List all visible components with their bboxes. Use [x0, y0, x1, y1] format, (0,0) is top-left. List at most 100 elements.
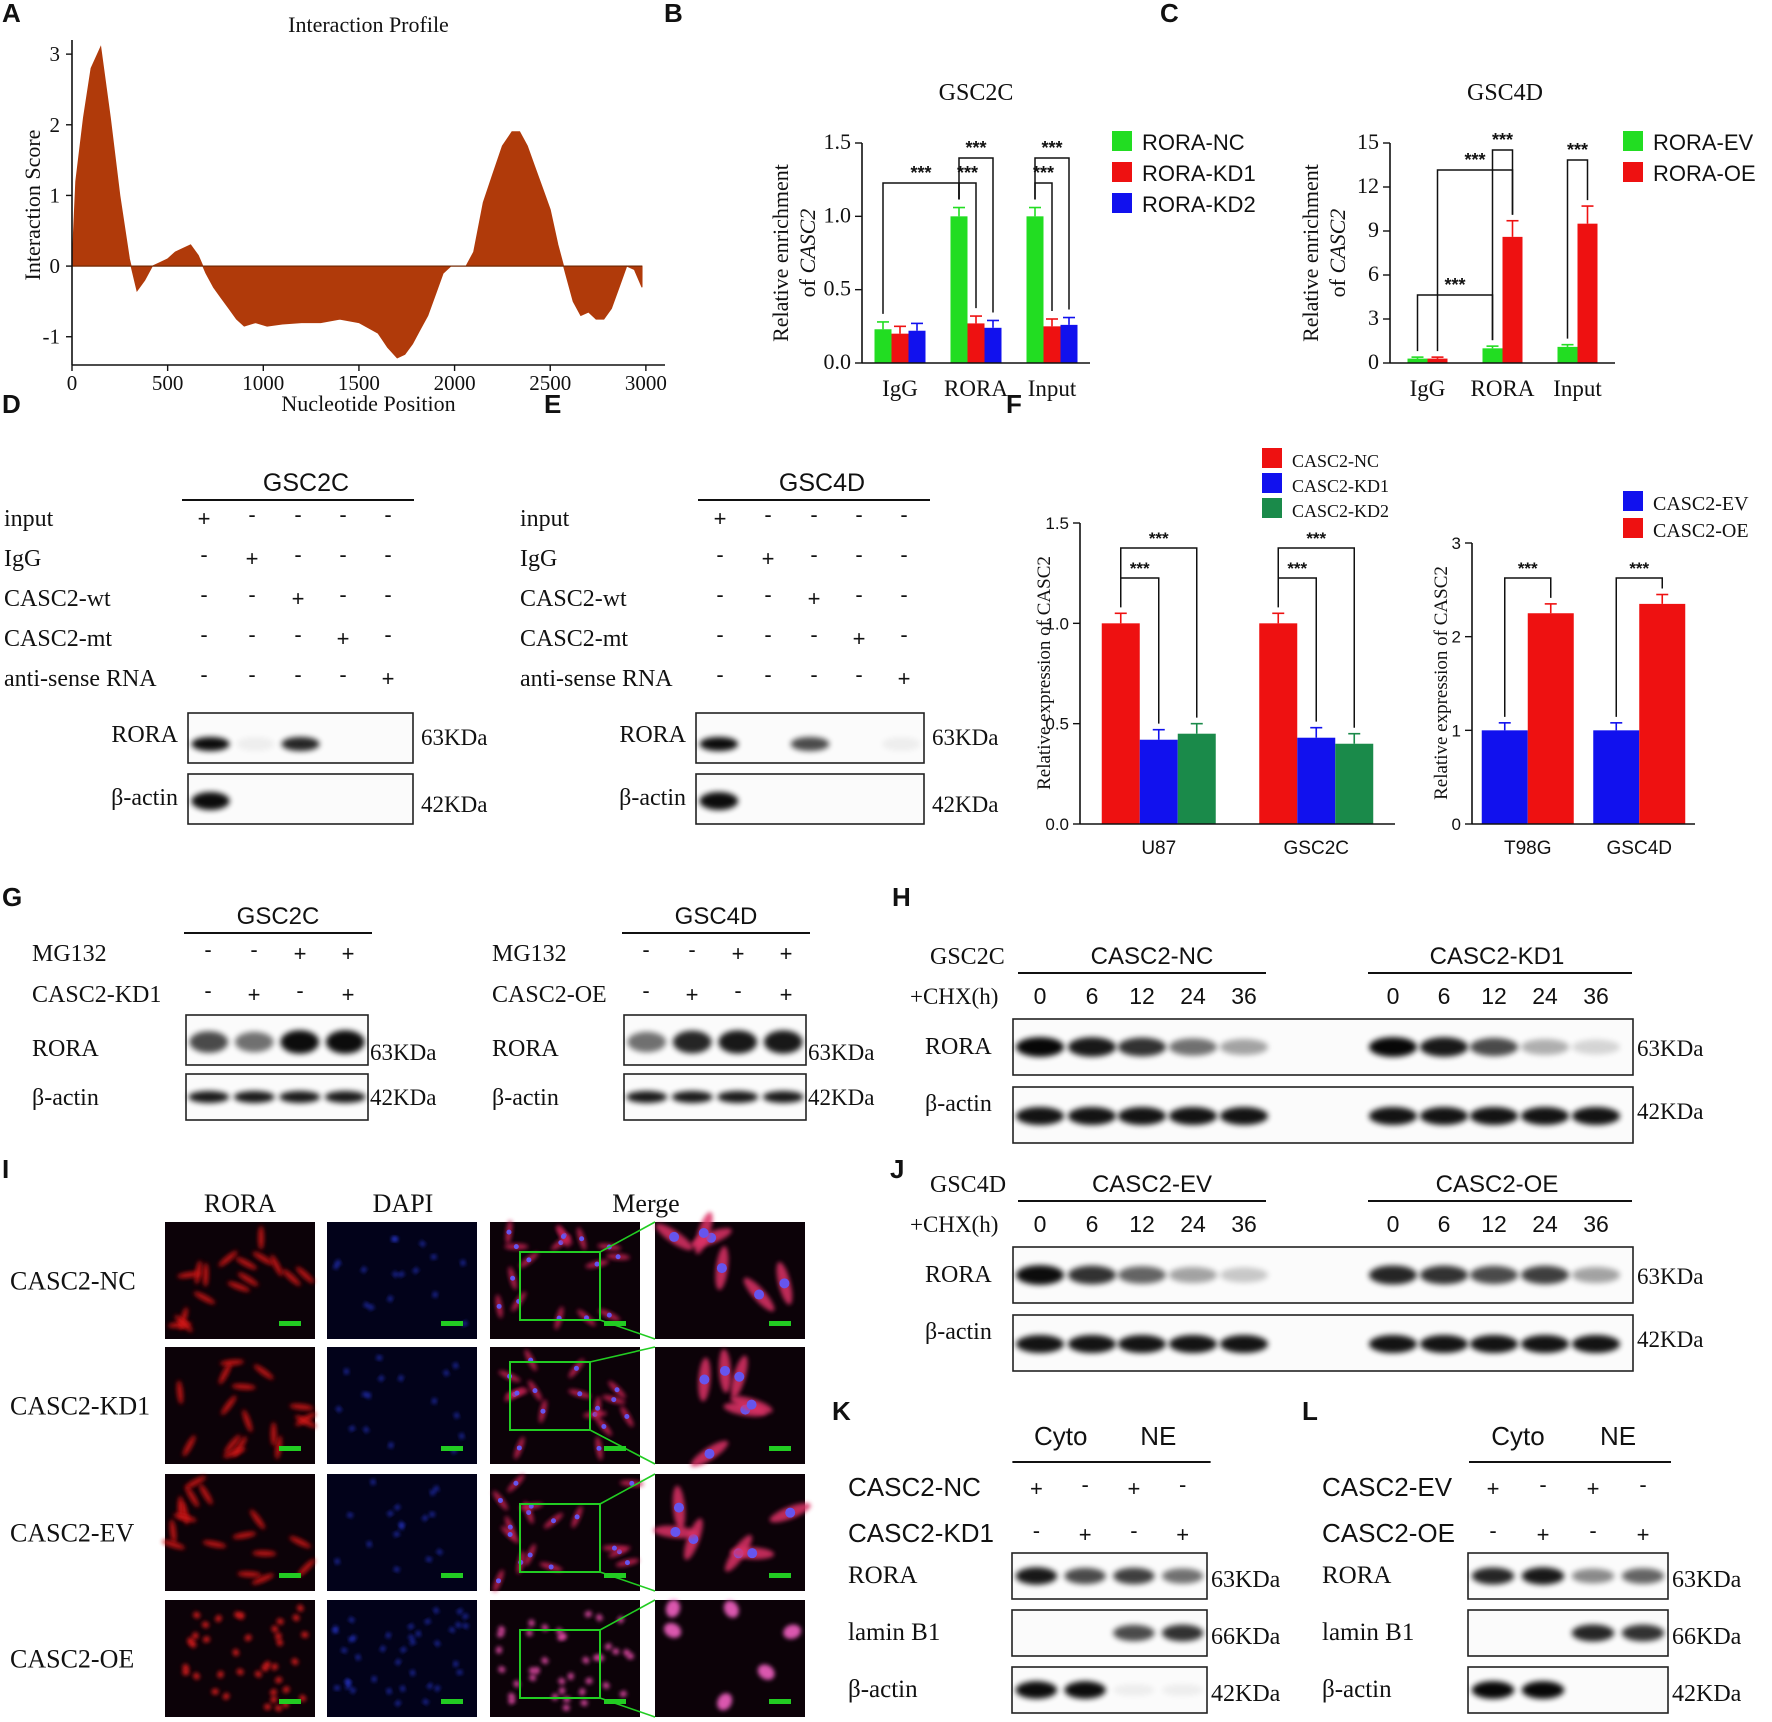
e-row-label: IgG	[520, 546, 557, 572]
d-row-label: CASC2-mt	[4, 626, 112, 652]
i-row-label: CASC2-NC	[10, 1267, 136, 1296]
j-band-rora	[1169, 1266, 1217, 1284]
nucleus	[507, 1531, 513, 1537]
cell-stain	[422, 1515, 428, 1521]
a-x-tick-label: 1500	[338, 371, 380, 395]
l-group-cyto: Cyto	[1491, 1421, 1544, 1451]
k-blot-size: 66KDa	[1211, 1624, 1281, 1650]
cell-stain	[437, 1549, 442, 1555]
cell-stain	[508, 1693, 515, 1700]
a-x-tick-label: 500	[152, 371, 184, 395]
b-y-axis-label: Relative enrichment	[768, 164, 793, 342]
b-bar	[874, 329, 892, 363]
h-blot-label: β-actin	[925, 1091, 992, 1117]
i-row-label: CASC2-OE	[10, 1645, 134, 1674]
cell-stain	[270, 1422, 277, 1447]
cell-stain	[174, 1315, 193, 1333]
g-left-blot-label: RORA	[32, 1036, 99, 1062]
cell-stain	[541, 1657, 549, 1664]
e-band-rora	[699, 737, 739, 751]
cell-stain	[169, 1519, 177, 1544]
cell-stain	[457, 1670, 463, 1675]
k-band	[1015, 1567, 1058, 1585]
i-zoom-connector	[599, 1221, 656, 1253]
h-time-label: 36	[1583, 983, 1609, 1009]
a-y-tick-label: 1	[50, 183, 61, 207]
cell-stain	[497, 1631, 504, 1638]
j-blot-size: 63KDa	[1637, 1264, 1703, 1289]
f1-legend-swatch	[1262, 498, 1282, 518]
b-bar	[967, 323, 985, 363]
cell-stain	[202, 1621, 209, 1628]
g-right-sign: +	[686, 982, 699, 1007]
e-sign: +	[714, 506, 727, 531]
cell-stain	[444, 1370, 449, 1376]
l-blot-label: lamin B1	[1322, 1619, 1414, 1646]
cell-stain	[783, 1624, 801, 1639]
f2-y-axis-label: Relative expression of CASC2	[1431, 566, 1452, 800]
j-band-rora	[1572, 1266, 1620, 1284]
e-sign: -	[810, 542, 817, 567]
cell-stain	[242, 1409, 253, 1433]
h-time-label: 0	[1034, 983, 1047, 1009]
c-category-label: Input	[1553, 376, 1602, 401]
f1-bar	[1101, 623, 1140, 824]
e-row-label: CASC2-wt	[520, 586, 627, 612]
i-micrograph-merge	[490, 1220, 640, 1339]
cell-stain	[301, 1631, 309, 1638]
f1-y-tick-label: 0.5	[1045, 715, 1069, 734]
i-row-label: CASC2-KD1	[10, 1392, 150, 1421]
h-band-actin	[1220, 1107, 1268, 1125]
cell-stain	[224, 1434, 241, 1454]
f2-sig-gsc4d	[1615, 577, 1663, 717]
h-band-rora	[1572, 1039, 1620, 1055]
j-band-actin	[1521, 1335, 1569, 1353]
j-chx-label: +CHX(h)	[910, 1212, 998, 1237]
c-y-tick-label: 3	[1368, 305, 1379, 330]
j-band-rora	[1220, 1267, 1268, 1283]
g-left-blot-size: 63KDa	[370, 1040, 436, 1065]
nucleus	[746, 1399, 757, 1410]
cell-stain	[449, 1627, 455, 1632]
cell-stain	[270, 1254, 283, 1277]
f1-sig-gsc2c-kd2	[1277, 547, 1355, 728]
e-sign: -	[716, 622, 723, 647]
b-sig-rora-kd2	[958, 157, 994, 313]
f1-bar	[1139, 739, 1178, 824]
e-sign: -	[764, 662, 771, 687]
e-sign: +	[762, 546, 775, 571]
cell-stain	[459, 1433, 464, 1439]
nucleus	[514, 1390, 520, 1396]
k-blot-size: 63KDa	[1211, 1567, 1281, 1593]
d-sign: -	[339, 582, 346, 607]
h-band-rora	[1220, 1038, 1268, 1056]
nucleus	[624, 1414, 630, 1420]
panel-letter-l: L	[1302, 1396, 1318, 1426]
c-y-axis-label: Relative enrichment	[1298, 164, 1323, 342]
cell-stain	[349, 1617, 354, 1623]
cell-stain	[244, 1634, 252, 1642]
l-row-label: CASC2-OE	[1322, 1518, 1455, 1548]
k-sign: +	[1176, 1522, 1189, 1547]
nucleus	[560, 1233, 566, 1239]
cell-stain	[199, 1483, 213, 1505]
l-group-ne: NE	[1600, 1421, 1636, 1451]
cell-stain	[453, 1661, 458, 1667]
cell-stain	[567, 1672, 574, 1680]
b-sig-igg-rora	[882, 182, 960, 314]
d-blot-size: 63KDa	[421, 725, 487, 750]
j-band-actin	[1220, 1335, 1268, 1353]
e-sign: -	[810, 622, 817, 647]
cell-stain	[426, 1557, 432, 1562]
d-sign: -	[384, 622, 391, 647]
cell-stain	[432, 1398, 437, 1404]
a-x-tick-label: 1000	[242, 371, 284, 395]
l-band	[1571, 1568, 1615, 1584]
g-right-sign: +	[732, 941, 745, 966]
i-micrograph-rora	[165, 1600, 315, 1717]
f1-bar	[1335, 743, 1374, 824]
cell-stain	[386, 1632, 391, 1638]
micrograph-background	[327, 1222, 477, 1339]
i-micrograph-zoom	[655, 1599, 805, 1717]
l-blot-label: β-actin	[1322, 1676, 1392, 1703]
